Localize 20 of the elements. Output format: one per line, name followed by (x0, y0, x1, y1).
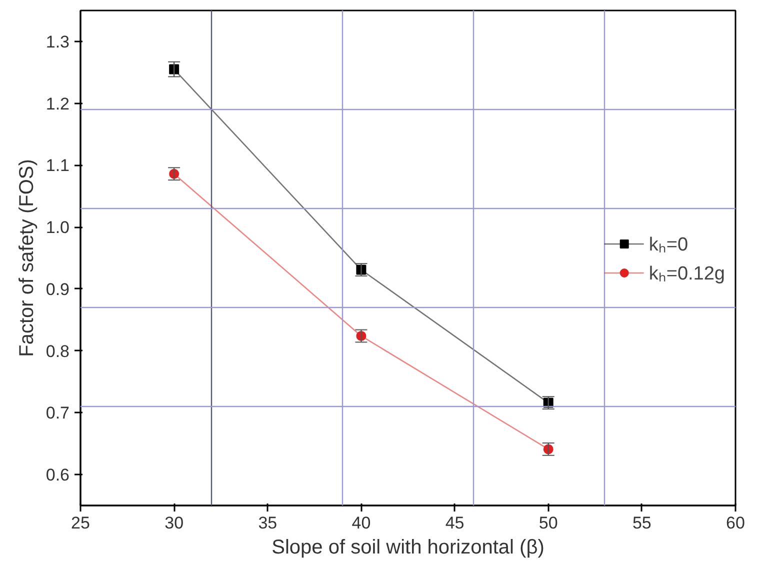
y-tick-label: 0.6 (46, 466, 70, 485)
y-tick-label: 1.2 (46, 94, 70, 114)
x-tick-label: 60 (726, 514, 745, 532)
legend-label: kₕ=0.12g (648, 262, 725, 285)
x-tick-label: 25 (71, 514, 90, 532)
x-tick-label: 35 (258, 514, 278, 532)
y-axis-title: Factor of safety (FOS) (16, 159, 38, 357)
x-tick-label: 50 (538, 514, 558, 532)
x-tick-label: 45 (445, 514, 464, 532)
x-axis-title: Slope of soil with horizontal (β) (272, 536, 544, 558)
y-tick-label: 1.3 (46, 32, 70, 52)
y-tick-label: 1.0 (46, 218, 70, 238)
x-tick-label: 55 (632, 514, 652, 532)
y-tick-label: 0.7 (46, 404, 70, 423)
y-tick-label: 1.1 (46, 156, 70, 176)
x-tick-label: 40 (352, 514, 371, 532)
x-tick-label: 30 (164, 514, 184, 532)
y-tick-label: 0.9 (46, 280, 70, 299)
legend-label: kₕ=0 (648, 233, 688, 256)
y-tick-label: 0.8 (46, 342, 70, 361)
